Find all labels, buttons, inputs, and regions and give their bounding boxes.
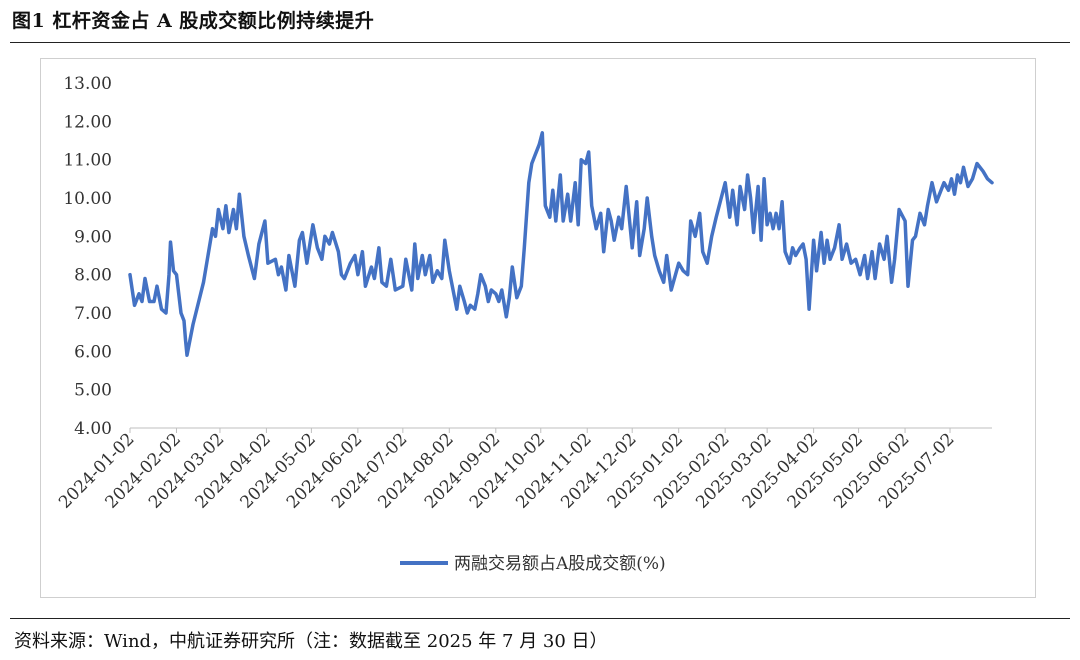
legend: 两融交易额占A股成交额(%) bbox=[400, 554, 666, 574]
y-tick-label: 12.00 bbox=[63, 112, 112, 132]
series-line bbox=[128, 131, 994, 357]
y-tick-label: 6.00 bbox=[74, 342, 112, 362]
y-tick-label: 8.00 bbox=[74, 266, 112, 286]
series-group bbox=[128, 131, 994, 357]
y-tick-label: 7.00 bbox=[74, 304, 112, 324]
chart-frame bbox=[40, 58, 1036, 598]
y-tick-label: 9.00 bbox=[74, 227, 112, 247]
y-axis: 4.00 5.00 6.00 7.00 8.00 9.00 10.00 11.00 12.00 1… bbox=[63, 74, 112, 439]
bottom-rule bbox=[10, 618, 1070, 619]
legend-label: 两融交易额占A股成交额(%) bbox=[454, 554, 666, 574]
top-rule bbox=[10, 42, 1070, 43]
figure-title: 图1 杠杆资金占 A 股成交额比例持续提升 bbox=[12, 10, 375, 32]
y-tick-label: 4.00 bbox=[74, 419, 112, 439]
y-tick-label: 11.00 bbox=[63, 151, 112, 171]
line-chart: 4.00 5.00 6.00 7.00 8.00 9.00 10.00 11.00 12.00 1… bbox=[55, 74, 994, 574]
x-axis: 2024-01-022024-02-022024-03-022024-04-02… bbox=[55, 427, 992, 513]
y-tick-label: 5.00 bbox=[74, 381, 112, 401]
y-tick-label: 13.00 bbox=[63, 74, 112, 94]
source-note: 资料来源：Wind，中航证券研究所（注：数据截至 2025 年 7 月 30 日… bbox=[14, 631, 608, 652]
y-tick-label: 10.00 bbox=[63, 189, 112, 209]
